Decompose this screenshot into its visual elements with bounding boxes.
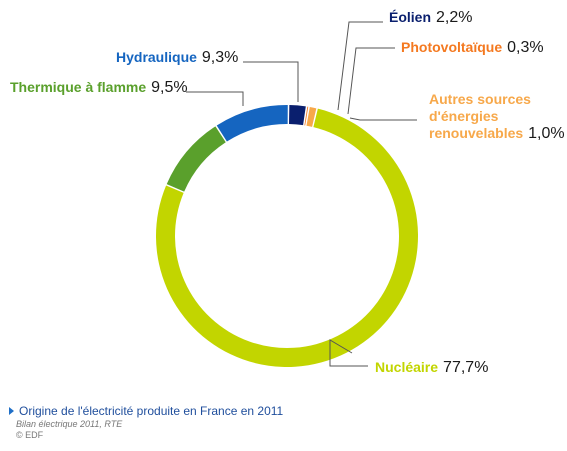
donut-slice (166, 126, 226, 192)
leader-line (349, 117, 417, 121)
donut-slice (216, 105, 288, 142)
slice-label: Nucléaire 77,7% (375, 359, 488, 376)
chart-caption: Origine de l'électricité produite en Fra… (9, 404, 283, 440)
donut-slice (304, 106, 309, 126)
donut-slice (306, 106, 317, 127)
donut-slice (289, 105, 306, 126)
leader-line (186, 91, 244, 106)
slice-label: Thermique à flamme 9,5% (10, 79, 188, 96)
slice-label: Autres sources d'énergies renouvelables 1,0… (429, 91, 565, 142)
caption-title[interactable]: Origine de l'électricité produite en Fra… (19, 404, 284, 418)
caption-credit: © EDF (16, 430, 44, 440)
caret-right-icon (9, 407, 14, 415)
slice-label: Photovoltaïque 0,3% (401, 39, 544, 56)
leader-line (243, 61, 299, 102)
leader-lines (186, 21, 417, 367)
donut-ring (156, 105, 419, 367)
leader-line (329, 339, 368, 367)
leader-line (337, 21, 383, 111)
caption-source: Bilan électrique 2011, RTE (16, 419, 123, 429)
slice-label: Hydraulique 9,3% (116, 49, 238, 66)
leader-line (347, 47, 395, 115)
slice-label: Éolien 2,2% (389, 9, 472, 26)
caption-title-row[interactable]: Origine de l'électricité produite en Fra… (9, 404, 283, 418)
slice-labels: Nucléaire 77,7% Thermique à flamme 9,5% Hydr… (10, 9, 565, 376)
